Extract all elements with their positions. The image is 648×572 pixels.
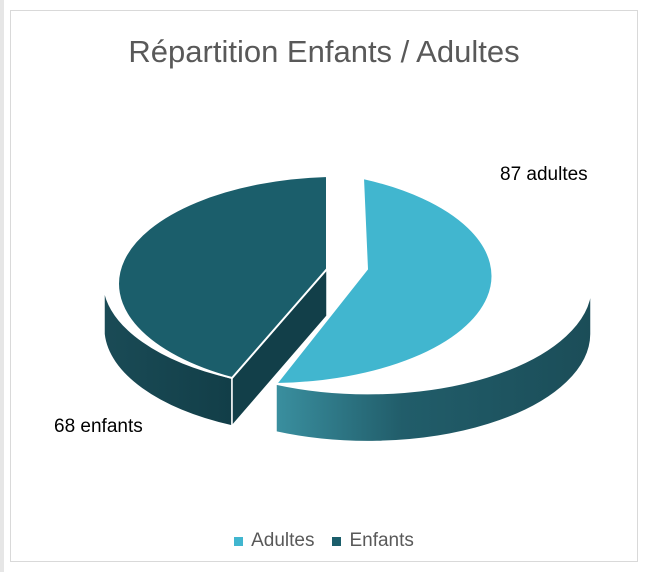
chart-title: Répartition Enfants / Adultes: [128, 34, 520, 69]
adultes-slice-side: [275, 287, 592, 443]
adultes-slice: [273, 176, 494, 386]
left-border-strip: [0, 0, 4, 572]
data-label-adultes: 87 adultes: [500, 164, 588, 185]
legend-label-adultes: Adultes: [251, 530, 315, 551]
legend-item-enfants: Enfants: [332, 530, 414, 552]
legend-swatch-adultes: [234, 536, 244, 546]
legend-swatch-enfants: [332, 536, 342, 546]
data-label-enfants: 68 enfants: [54, 416, 143, 437]
legend-item-adultes: Adultes: [234, 530, 314, 552]
legend: Adultes Enfants: [0, 530, 648, 552]
legend-label-enfants: Enfants: [349, 530, 414, 551]
enfants-slice: [117, 174, 328, 380]
